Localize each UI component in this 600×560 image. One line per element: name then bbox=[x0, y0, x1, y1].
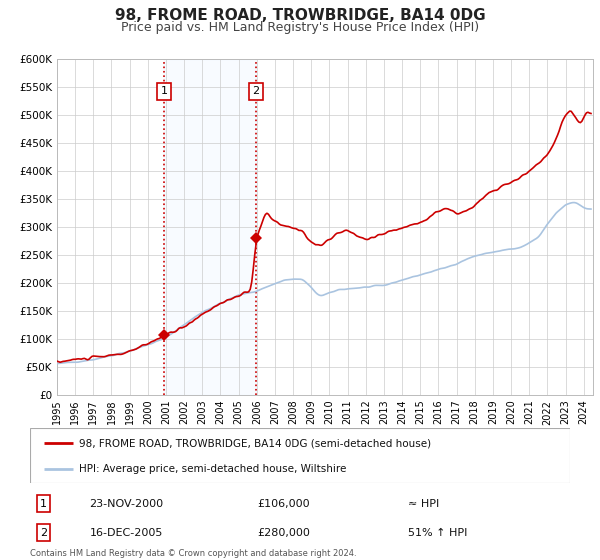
Text: £280,000: £280,000 bbox=[257, 528, 310, 538]
Text: HPI: Average price, semi-detached house, Wiltshire: HPI: Average price, semi-detached house,… bbox=[79, 464, 346, 474]
Text: ≈ HPI: ≈ HPI bbox=[408, 499, 439, 508]
Text: 98, FROME ROAD, TROWBRIDGE, BA14 0DG: 98, FROME ROAD, TROWBRIDGE, BA14 0DG bbox=[115, 8, 485, 24]
Text: 2: 2 bbox=[40, 528, 47, 538]
Text: 1: 1 bbox=[161, 86, 167, 96]
Text: £106,000: £106,000 bbox=[257, 499, 310, 508]
Text: Price paid vs. HM Land Registry's House Price Index (HPI): Price paid vs. HM Land Registry's House … bbox=[121, 21, 479, 34]
Bar bbox=[164, 59, 256, 395]
Text: 16-DEC-2005: 16-DEC-2005 bbox=[89, 528, 163, 538]
FancyBboxPatch shape bbox=[30, 428, 570, 483]
Text: 2: 2 bbox=[253, 86, 260, 96]
Text: 1: 1 bbox=[40, 499, 47, 508]
Text: Contains HM Land Registry data © Crown copyright and database right 2024.
This d: Contains HM Land Registry data © Crown c… bbox=[30, 549, 356, 560]
Text: 23-NOV-2000: 23-NOV-2000 bbox=[89, 499, 164, 508]
Text: 51% ↑ HPI: 51% ↑ HPI bbox=[408, 528, 467, 538]
Text: 98, FROME ROAD, TROWBRIDGE, BA14 0DG (semi-detached house): 98, FROME ROAD, TROWBRIDGE, BA14 0DG (se… bbox=[79, 438, 431, 448]
